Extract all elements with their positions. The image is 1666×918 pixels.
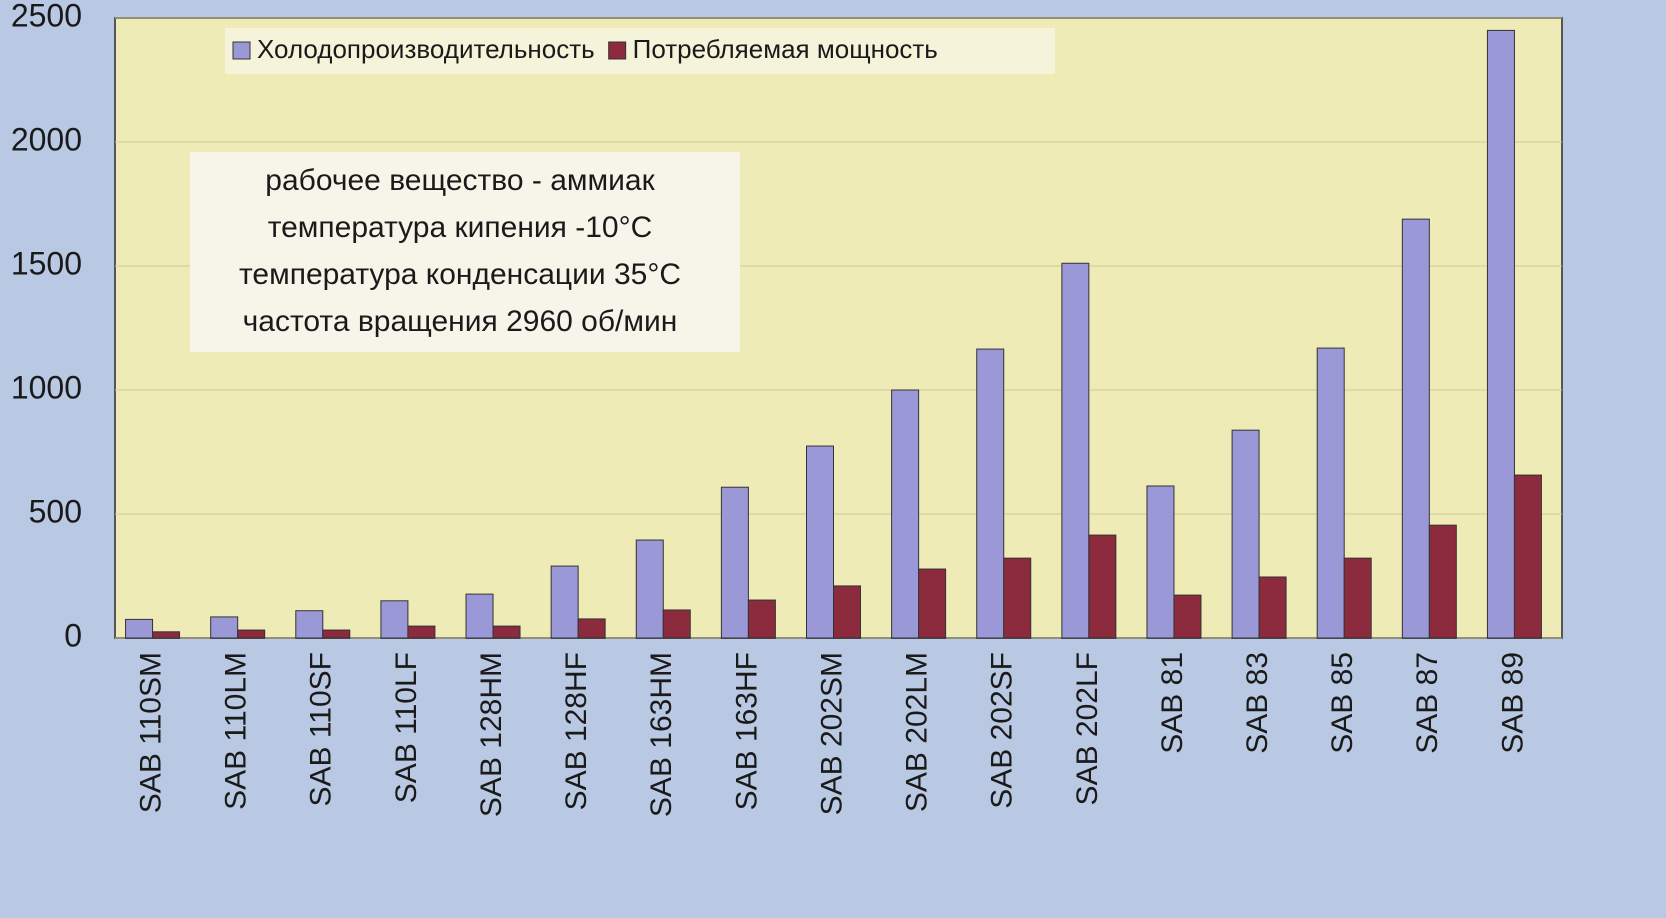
bar <box>1401 218 1430 639</box>
bar <box>635 539 664 639</box>
y-tick-label: 2000 <box>11 121 82 157</box>
y-tick-label: 1000 <box>11 369 82 405</box>
bar <box>322 629 351 639</box>
x-tick-label: SAB 202LF <box>1071 652 1104 805</box>
bar <box>1428 524 1457 639</box>
legend-swatch <box>232 41 251 60</box>
bar <box>125 618 154 639</box>
y-tick-label: 2500 <box>11 0 82 33</box>
x-tick-label: SAB 163HM <box>645 652 678 817</box>
bar <box>152 631 181 639</box>
legend-swatch <box>608 41 627 60</box>
overlay: 0 500 1000 1500 2000 2500 SAB 110SM SAB 110LM SA… <box>11 0 1530 817</box>
bars <box>125 29 1542 639</box>
x-tick-label: SAB 163HF <box>730 652 763 810</box>
bar <box>492 625 521 639</box>
annotation: рабочее вещество - аммиак <box>265 164 655 197</box>
bar <box>1173 594 1202 639</box>
x-tick-label: SAB 128HF <box>560 652 593 810</box>
bar <box>295 610 324 639</box>
x-tick-label: SAB 85 <box>1326 652 1359 754</box>
annotation: частота вращения 2960 об/мин <box>243 305 678 338</box>
bar <box>210 616 239 639</box>
x-tick-label: SAB 110LF <box>390 652 423 803</box>
bar <box>1146 485 1175 639</box>
bar <box>577 618 606 639</box>
bar <box>1513 474 1542 639</box>
x-tick-label: SAB 202LM <box>901 652 934 812</box>
legend-label: Потребляемая мощность <box>633 34 938 64</box>
bar <box>720 486 749 639</box>
annotation-box <box>190 152 740 352</box>
x-tick-label: SAB 128HM <box>475 652 508 817</box>
bar <box>1231 429 1260 639</box>
bar <box>976 348 1005 639</box>
x-tick-label: SAB 202SM <box>815 652 848 815</box>
bar <box>1003 557 1032 639</box>
x-tick-label: SAB 87 <box>1411 652 1444 754</box>
bar <box>1088 534 1117 639</box>
bar <box>1061 262 1090 639</box>
bar <box>1343 557 1372 639</box>
bar <box>550 565 579 639</box>
bar <box>918 568 947 639</box>
x-tick-label: SAB 110SM <box>134 652 167 813</box>
annotation: температура конденсации 35°C <box>239 258 681 291</box>
x-tick-label: SAB 89 <box>1496 652 1529 754</box>
bar <box>465 593 494 639</box>
legend-box <box>225 28 1055 74</box>
x-tick-label: SAB 202SF <box>986 652 1019 809</box>
y-tick-label: 500 <box>29 493 82 529</box>
x-tick-label: SAB 81 <box>1156 652 1189 754</box>
x-tick-label: SAB 110LM <box>220 652 253 810</box>
y-tick-label: 1500 <box>11 245 82 281</box>
bar <box>891 389 920 639</box>
bar <box>1486 29 1515 639</box>
bar <box>662 609 691 639</box>
bar <box>806 445 834 639</box>
y-tick-label: 0 <box>64 617 82 653</box>
x-tick-label: SAB 110SF <box>305 652 338 807</box>
bar <box>380 600 409 639</box>
bar <box>237 629 266 639</box>
bar <box>1316 347 1345 639</box>
bar <box>833 585 861 639</box>
bar <box>1258 576 1287 639</box>
bar <box>747 599 776 639</box>
bar <box>407 625 436 639</box>
legend-label: Холодопроизводительность <box>257 34 595 64</box>
x-tick-label: SAB 83 <box>1241 652 1274 754</box>
annotation: температура кипения -10°C <box>268 211 653 244</box>
